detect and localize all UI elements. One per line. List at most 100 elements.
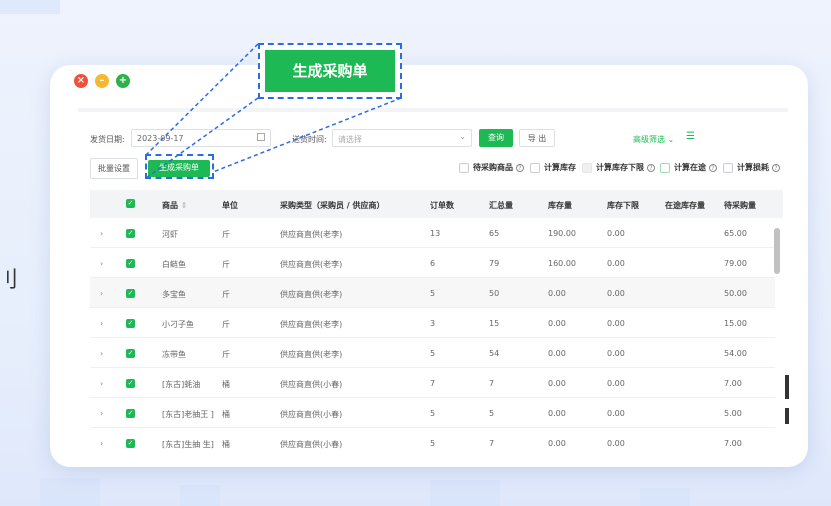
cell-stock-min: 0.00 [607, 439, 625, 448]
cell-purchase-type: 供应商直供(小春) [280, 440, 343, 449]
cell-total: 50 [489, 289, 500, 298]
generate-button-highlight [145, 154, 214, 179]
help-icon[interactable]: ? [709, 164, 717, 172]
row-checkbox[interactable]: ✓ [126, 319, 135, 328]
help-icon[interactable]: ? [772, 164, 780, 172]
row-checkbox[interactable]: ✓ [126, 379, 135, 388]
checkbox[interactable] [660, 162, 670, 173]
chevron-down-icon: ⌄ [459, 132, 466, 141]
cell-stock: 0.00 [548, 319, 566, 328]
cell-stock: 0.00 [548, 379, 566, 388]
option-calc-stock[interactable]: 计算库存 [530, 162, 576, 173]
cell-to-purchase: 15.00 [724, 319, 747, 328]
expand-icon[interactable]: › [100, 229, 104, 238]
help-icon[interactable]: ? [516, 164, 524, 172]
option-calc-loss[interactable]: 计算损耗? [723, 162, 780, 173]
cell-product: 河虾 [162, 230, 178, 239]
cell-stock-min: 0.00 [607, 259, 625, 268]
cell-stock: 0.00 [548, 289, 566, 298]
cell-unit: 斤 [222, 320, 230, 329]
close-icon[interactable]: × [74, 74, 88, 88]
row-checkbox[interactable]: ✓ [126, 289, 135, 298]
cell-unit: 斤 [222, 230, 230, 239]
option-label: 计算库存 [544, 163, 576, 172]
table-row[interactable]: › ✓ 多宝鱼 斤 供应商直供(老李) 5 50 0.00 0.00 50.00 [90, 278, 775, 308]
cell-order-count: 5 [430, 439, 436, 448]
cell-order-count: 6 [430, 259, 436, 268]
expand-icon[interactable]: › [100, 319, 104, 328]
cell-stock: 0.00 [548, 349, 566, 358]
edge-bar [785, 408, 789, 424]
checkbox[interactable] [723, 162, 733, 173]
expand-icon[interactable]: › [100, 289, 104, 298]
help-icon[interactable]: ? [647, 164, 655, 172]
header-in-transit: 在途库存量 [665, 201, 705, 210]
table-row[interactable]: › ✓ [东古]生抽 生] 桶 供应商直供(小春) 5 7 0.00 0.00 7.00 [90, 428, 775, 454]
edge-text-fragment: 刂 [0, 268, 19, 293]
sort-icon: ⇕ [180, 201, 188, 210]
header-product[interactable]: 商品 ⇕ [162, 201, 188, 210]
cell-product: 冻带鱼 [162, 350, 186, 359]
expand-icon[interactable]: › [100, 439, 104, 448]
maximize-icon[interactable]: + [116, 74, 130, 88]
expand-icon[interactable]: › [100, 379, 104, 388]
row-checkbox[interactable]: ✓ [126, 229, 135, 238]
header-order-count: 订单数 [430, 201, 454, 210]
table-row[interactable]: › ✓ [东古]老抽王 ] 桶 供应商直供(小春) 5 5 0.00 0.00 5.00 [90, 398, 775, 428]
generate-purchase-order-button[interactable]: 生成采购单 [148, 160, 210, 177]
table-row[interactable]: › ✓ 白鲢鱼 斤 供应商直供(老李) 6 79 160.00 0.00 79.00 [90, 248, 775, 278]
cell-stock-min: 0.00 [607, 409, 625, 418]
cell-to-purchase: 79.00 [724, 259, 747, 268]
header-stock-min: 库存下限 [607, 201, 639, 210]
cell-unit: 桶 [222, 410, 230, 419]
row-checkbox[interactable]: ✓ [126, 349, 135, 358]
option-calc-in-transit[interactable]: 计算在途? [660, 162, 717, 173]
cell-purchase-type: 供应商直供(老李) [280, 350, 343, 359]
cell-purchase-type: 供应商直供(老李) [280, 290, 343, 299]
cell-product: 小刁子鱼 [162, 320, 194, 329]
expand-icon[interactable]: › [100, 349, 104, 358]
cell-product: 多宝鱼 [162, 290, 186, 299]
export-button[interactable]: 导 出 [519, 129, 555, 147]
cell-stock: 0.00 [548, 439, 566, 448]
column-settings-icon[interactable]: ☰ [686, 131, 695, 142]
ship-date-input[interactable]: 2023-09-17 [131, 129, 271, 147]
cell-order-count: 7 [430, 379, 436, 388]
cell-order-count: 13 [430, 229, 441, 238]
row-checkbox[interactable]: ✓ [126, 259, 135, 268]
cell-stock: 160.00 [548, 259, 576, 268]
callout-generate-button: 生成采购单 [265, 50, 395, 92]
select-all-checkbox[interactable]: ✓ [126, 199, 135, 208]
expand-icon[interactable]: › [100, 259, 104, 268]
option-pending-items[interactable]: 待采购商品? [459, 162, 524, 173]
cell-total: 54 [489, 349, 500, 358]
table-row[interactable]: › ✓ 冻带鱼 斤 供应商直供(老李) 5 54 0.00 0.00 54.00 [90, 338, 775, 368]
checkbox[interactable] [459, 162, 469, 173]
cell-to-purchase: 54.00 [724, 349, 747, 358]
table-row[interactable]: › ✓ 河虾 斤 供应商直供(老李) 13 65 190.00 0.00 65.00 [90, 218, 775, 248]
delivery-time-select[interactable]: 请选择 ⌄ [332, 129, 472, 147]
delivery-time-label: 送货时间: [292, 135, 327, 144]
expand-icon[interactable]: › [100, 409, 104, 418]
checkbox[interactable] [530, 162, 540, 173]
header-to-purchase: 待采购量 [724, 201, 756, 210]
minimize-icon[interactable]: – [95, 74, 109, 88]
cell-order-count: 5 [430, 349, 436, 358]
cell-to-purchase: 7.00 [724, 439, 742, 448]
option-calc-stock-min[interactable]: 计算库存下限? [582, 162, 655, 173]
cell-stock-min: 0.00 [607, 379, 625, 388]
row-checkbox[interactable]: ✓ [126, 439, 135, 448]
row-checkbox[interactable]: ✓ [126, 409, 135, 418]
batch-settings-button[interactable]: 批量设置 [90, 158, 138, 179]
table-row[interactable]: › ✓ [东古]蚝油 桶 供应商直供(小春) 7 7 0.00 0.00 7.00 [90, 368, 775, 398]
cell-stock-min: 0.00 [607, 319, 625, 328]
table-scrollbar[interactable] [774, 228, 780, 274]
delivery-time-placeholder: 请选择 [338, 135, 362, 144]
checkbox[interactable] [582, 162, 592, 173]
query-button[interactable]: 查询 [479, 129, 513, 147]
table-row[interactable]: › ✓ 小刁子鱼 斤 供应商直供(老李) 3 15 0.00 0.00 15.00 [90, 308, 775, 338]
header-stock: 库存量 [548, 201, 572, 210]
cell-total: 65 [489, 229, 500, 238]
advanced-filter-link[interactable]: 高级筛选 ⌄ [633, 135, 675, 144]
